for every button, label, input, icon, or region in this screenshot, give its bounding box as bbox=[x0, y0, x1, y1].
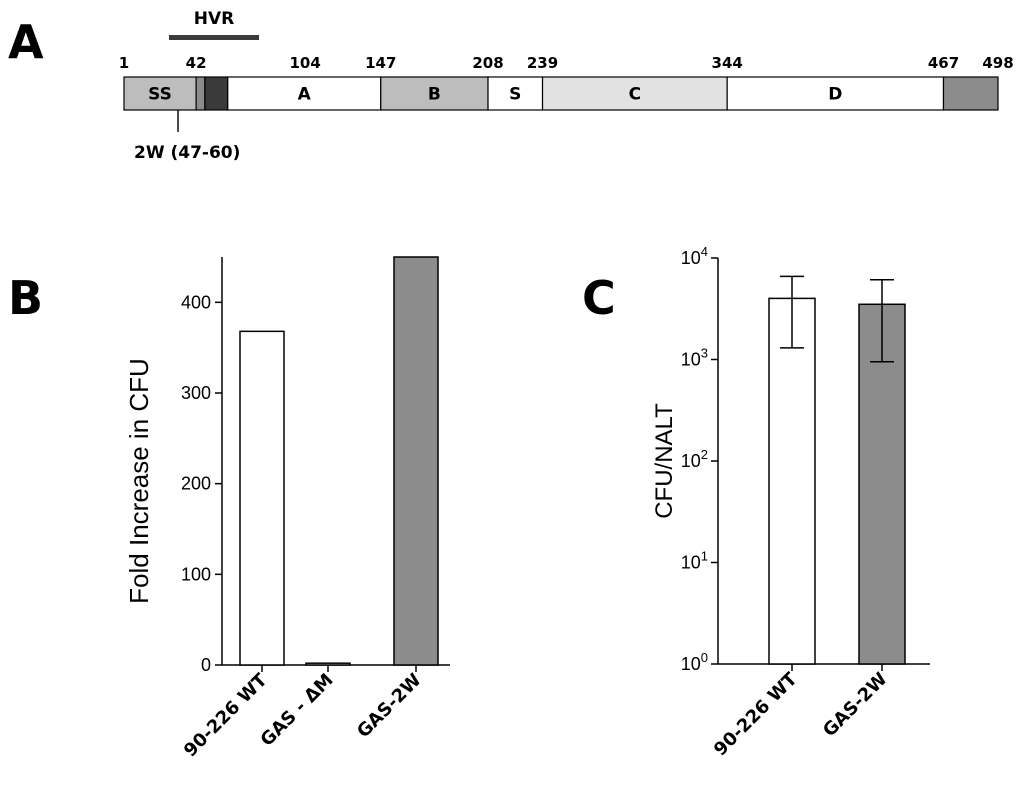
domain-box bbox=[380, 76, 489, 111]
chart-b-y-tick-label: 400 bbox=[181, 292, 211, 312]
domain-box bbox=[726, 76, 945, 111]
chart-c-error-bars bbox=[780, 275, 894, 363]
chart-c: CFU/NALT 100 101 102 103 104 90-226 WT GAS-2W bbox=[651, 244, 930, 760]
position-label: 498 bbox=[982, 54, 1013, 72]
chart-b-bar bbox=[305, 662, 351, 666]
position-label: 208 bbox=[472, 54, 503, 72]
chart-c-category-label: 90-226 WT bbox=[710, 668, 802, 760]
chart-c-bar bbox=[858, 303, 906, 665]
protein-domain-diagram: HVR 1 42 104 147 208 239 344 467 498 SS A B S C D 2W … bbox=[119, 9, 1014, 163]
chart-c-y-tick-label: 103 bbox=[681, 346, 708, 370]
domain-label: B bbox=[428, 85, 441, 105]
chart-b-y-tick-label: 300 bbox=[181, 383, 211, 403]
domain-boxes bbox=[123, 76, 999, 111]
chart-c-bars bbox=[768, 297, 906, 665]
position-labels: 1 42 104 147 208 239 344 467 498 bbox=[119, 54, 1014, 72]
chart-b-bar bbox=[239, 330, 285, 666]
domain-box bbox=[123, 76, 197, 111]
position-label: 42 bbox=[186, 54, 207, 72]
chart-b-category-label: GAS-2W bbox=[353, 670, 426, 743]
position-label: 239 bbox=[527, 54, 558, 72]
epitope-label: 2W (47-60) bbox=[134, 143, 240, 163]
domain-labels: SS A B S C D bbox=[148, 85, 842, 105]
panel-label-c: C bbox=[582, 271, 616, 325]
panel-label-b: B bbox=[8, 271, 43, 325]
chart-c-y-tick-label: 100 bbox=[681, 650, 708, 674]
hvr-label: HVR bbox=[194, 9, 234, 29]
hvr-bar bbox=[169, 35, 259, 40]
domain-box bbox=[942, 76, 999, 111]
chart-b-y-tick-label: 0 bbox=[201, 655, 211, 675]
domain-box bbox=[195, 76, 206, 111]
domain-label: C bbox=[629, 85, 641, 105]
domain-label: SS bbox=[148, 85, 172, 105]
chart-c-y-tick-label: 102 bbox=[681, 447, 708, 471]
position-label: 344 bbox=[712, 54, 743, 72]
chart-b-category-label: 90-226 WT bbox=[180, 669, 272, 761]
domain-box bbox=[227, 76, 382, 111]
chart-c-bar bbox=[768, 297, 816, 665]
domain-label: A bbox=[298, 85, 312, 105]
panel-label-a: A bbox=[8, 15, 44, 69]
chart-c-category-labels: 90-226 WT GAS-2W bbox=[710, 664, 892, 760]
chart-c-y-tick-label: 101 bbox=[681, 549, 708, 573]
domain-box bbox=[541, 76, 728, 111]
chart-b: Fold Increase in CFU 0 100 200 300 400 90-22… bbox=[124, 256, 450, 761]
chart-b-y-ticks: 0 100 200 300 400 bbox=[181, 292, 222, 675]
position-label: 147 bbox=[365, 54, 396, 72]
position-label: 104 bbox=[289, 54, 320, 72]
chart-b-y-tick-label: 100 bbox=[181, 564, 211, 584]
chart-c-y-ticks: 100 101 102 103 104 bbox=[681, 244, 718, 674]
chart-b-bars bbox=[239, 256, 439, 666]
chart-c-y-axis-label: CFU/NALT bbox=[651, 403, 678, 519]
domain-box bbox=[204, 76, 229, 111]
chart-b-y-axis-label: Fold Increase in CFU bbox=[124, 358, 154, 604]
chart-c-category-label: GAS-2W bbox=[819, 669, 892, 742]
chart-c-y-tick-label: 104 bbox=[681, 244, 708, 268]
chart-b-bar bbox=[393, 256, 439, 666]
domain-label: S bbox=[509, 85, 521, 105]
domain-label: D bbox=[828, 85, 842, 105]
chart-b-y-tick-label: 200 bbox=[181, 474, 211, 494]
position-label: 1 bbox=[119, 54, 129, 72]
position-label: 467 bbox=[928, 54, 959, 72]
